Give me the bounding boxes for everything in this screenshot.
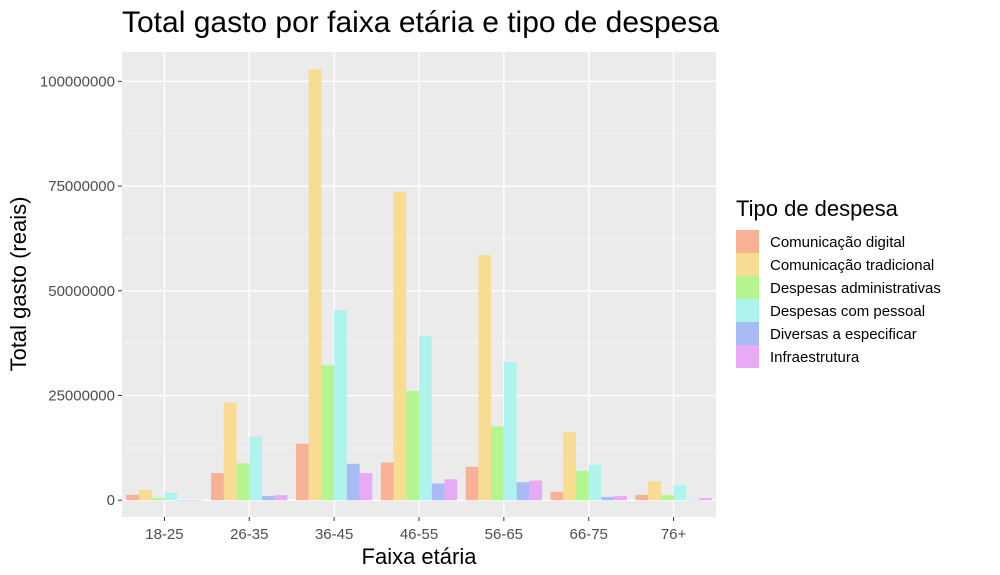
x-axis-title: Faixa etária (362, 544, 478, 569)
y-tick-label: 25000000 (48, 388, 115, 405)
bar (262, 496, 275, 501)
legend-swatch (736, 299, 759, 322)
bar (189, 500, 203, 501)
legend-title: Tipo de despesa (736, 196, 899, 221)
bar (236, 463, 250, 501)
bar (491, 426, 504, 501)
x-axis: 18-25 26-35 36-45 46-55 56-65 66-75 76+ (145, 517, 687, 543)
bars-layer (126, 69, 712, 501)
bar (334, 310, 347, 501)
bar (151, 498, 165, 501)
bar (419, 336, 432, 501)
bar (406, 390, 419, 501)
bar (346, 463, 360, 501)
x-tick-label: 66-75 (570, 526, 608, 543)
y-axis: 0 25000000 50000000 75000000 100000000 (40, 73, 122, 509)
y-tick-label: 75000000 (48, 178, 115, 195)
bar (648, 481, 661, 501)
bar (660, 495, 674, 501)
legend-label: Despesas com pessoal (770, 303, 925, 320)
bar (478, 255, 492, 501)
legend-swatch (736, 322, 759, 345)
x-tick-label: 76+ (661, 526, 687, 543)
bar (563, 431, 576, 501)
x-tick-label: 18-25 (145, 526, 183, 543)
bar (444, 479, 458, 501)
x-tick-label: 26-35 (230, 526, 268, 543)
legend-label: Despesas administrativas (770, 280, 941, 297)
bar (380, 462, 394, 501)
x-tick-label: 46-55 (400, 526, 438, 543)
bar (588, 464, 602, 501)
legend-label: Infraestrutura (770, 349, 860, 366)
y-axis-title: Total gasto (reais) (6, 197, 31, 372)
bar (699, 498, 712, 501)
bar (308, 69, 322, 501)
bar (635, 494, 649, 501)
legend-label: Comunicação tradicional (770, 257, 934, 274)
bar (431, 483, 445, 501)
bar (138, 489, 152, 501)
legend-swatch (736, 230, 759, 253)
bar (529, 480, 543, 501)
bar (673, 484, 687, 501)
bar (177, 500, 190, 501)
bar (503, 362, 517, 501)
legend-swatch (736, 345, 759, 368)
y-tick-label: 50000000 (48, 283, 115, 300)
x-tick-label: 56-65 (485, 526, 523, 543)
legend-swatch (736, 253, 759, 276)
bar (211, 473, 224, 501)
bar (393, 191, 407, 501)
y-tick-label: 100000000 (40, 73, 115, 90)
bar (550, 491, 564, 501)
bar (126, 494, 139, 501)
bar (575, 470, 589, 501)
bar (295, 443, 309, 501)
chart-title: Total gasto por faixa etária e tipo de d… (122, 6, 719, 39)
bar (223, 402, 237, 501)
bar (359, 473, 373, 501)
bar (274, 495, 288, 501)
bar (249, 436, 263, 501)
bar (164, 492, 178, 501)
bar (686, 499, 700, 501)
bar (601, 496, 615, 501)
legend-swatch (736, 276, 759, 299)
y-tick-label: 0 (107, 492, 115, 509)
bar (465, 466, 479, 501)
legend-label: Comunicação digital (770, 234, 905, 251)
bar (516, 482, 530, 501)
bar (614, 496, 627, 501)
legend-label: Diversas a especificar (770, 326, 917, 343)
x-tick-label: 36-45 (315, 526, 353, 543)
legend: Tipo de despesa Comunicação digital Comun… (736, 196, 941, 368)
bar (321, 365, 335, 501)
